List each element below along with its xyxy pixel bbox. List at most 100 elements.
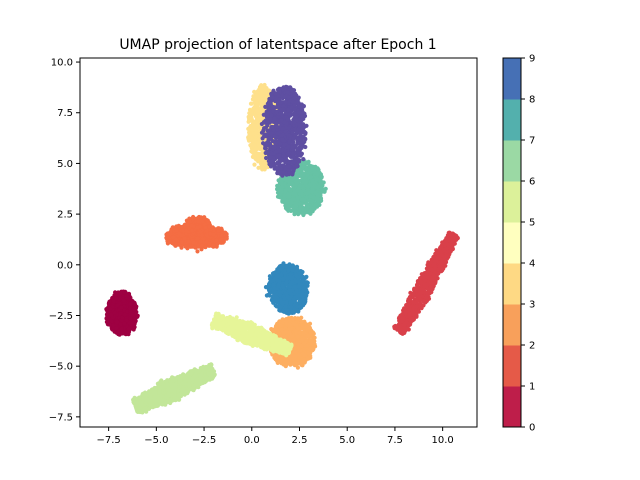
scatter-point bbox=[308, 334, 314, 339]
scatter-point bbox=[446, 238, 451, 243]
scatter-point bbox=[174, 228, 179, 233]
scatter-point bbox=[128, 316, 133, 321]
scatter-point bbox=[265, 335, 270, 340]
scatter-point bbox=[199, 243, 204, 248]
scatter-point bbox=[247, 107, 253, 112]
scatter-point bbox=[108, 306, 113, 311]
scatter-point bbox=[277, 319, 282, 324]
scatter-point bbox=[114, 319, 120, 325]
scatter-point bbox=[224, 236, 229, 241]
scatter-point bbox=[187, 219, 192, 224]
scatter-point bbox=[424, 294, 429, 299]
scatter-point bbox=[407, 312, 412, 317]
scatter-point bbox=[264, 86, 269, 91]
scatter-point bbox=[301, 330, 306, 336]
scatter-point bbox=[273, 357, 278, 362]
scatter-point bbox=[176, 223, 181, 228]
scatter-point bbox=[414, 288, 419, 293]
scatter-point bbox=[104, 312, 110, 317]
scatter-point bbox=[407, 307, 412, 312]
scatter-point bbox=[185, 246, 190, 251]
scatter-point bbox=[258, 99, 263, 104]
scatter-point bbox=[255, 89, 260, 94]
scatter-point bbox=[279, 327, 284, 332]
scatter-point bbox=[219, 233, 224, 238]
scatter-point bbox=[195, 249, 200, 254]
scatter-point bbox=[295, 334, 300, 339]
scatter-point bbox=[253, 98, 258, 103]
scatter-point bbox=[433, 281, 438, 286]
scatter-point bbox=[121, 298, 126, 303]
scatter-point bbox=[272, 328, 277, 333]
scatter-point bbox=[195, 236, 200, 241]
scatter-point bbox=[122, 312, 128, 317]
scatter-point bbox=[302, 357, 307, 362]
scatter-point bbox=[261, 162, 266, 167]
scatter-point bbox=[421, 275, 426, 280]
scatter-point bbox=[400, 316, 405, 321]
scatter-point bbox=[306, 325, 311, 330]
scatter-point bbox=[297, 331, 302, 336]
scatter-point bbox=[306, 350, 311, 356]
scatter-point bbox=[203, 225, 208, 230]
scatter-point bbox=[439, 253, 444, 258]
scatter-point bbox=[255, 94, 260, 99]
scatter-point bbox=[438, 263, 443, 268]
scatter-point bbox=[439, 245, 444, 250]
scatter-point bbox=[118, 322, 123, 327]
scatter-point bbox=[115, 303, 120, 308]
scatter-point bbox=[252, 138, 257, 143]
scatter-point bbox=[449, 232, 454, 237]
scatter-point bbox=[122, 321, 127, 326]
scatter-point bbox=[254, 119, 259, 124]
scatter-point bbox=[109, 312, 114, 317]
scatter-point bbox=[130, 320, 135, 326]
scatter-point bbox=[296, 326, 301, 331]
scatter-point bbox=[260, 95, 265, 100]
scatter-point bbox=[407, 295, 412, 300]
scatter-point bbox=[104, 307, 109, 312]
scatter-point bbox=[259, 157, 264, 162]
scatter-point bbox=[245, 333, 250, 338]
scatter-point bbox=[309, 330, 314, 335]
scatter-point bbox=[111, 298, 116, 304]
scatter-point bbox=[206, 220, 211, 225]
scatter-point bbox=[430, 284, 435, 289]
scatter-point bbox=[440, 241, 445, 246]
scatter-point bbox=[256, 140, 261, 145]
scatter-point bbox=[211, 243, 216, 248]
scatter-point bbox=[252, 342, 257, 347]
scatter-point bbox=[250, 121, 256, 127]
scatter-point bbox=[284, 319, 289, 324]
scatter-point bbox=[214, 238, 219, 243]
scatter-point bbox=[255, 124, 260, 129]
scatter-point bbox=[208, 231, 213, 236]
scatter-points bbox=[104, 82, 460, 415]
scatter-point bbox=[132, 325, 137, 330]
scatter-point bbox=[233, 320, 238, 325]
scatter-point bbox=[306, 356, 311, 361]
scatter-point bbox=[450, 246, 455, 251]
scatter-point bbox=[402, 322, 407, 327]
scatter-point bbox=[234, 315, 239, 320]
scatter-point bbox=[119, 305, 124, 310]
scatter-point bbox=[410, 291, 415, 297]
scatter-point bbox=[447, 249, 452, 254]
scatter-point bbox=[120, 315, 125, 320]
scatter-point bbox=[177, 231, 182, 236]
scatter-point bbox=[120, 331, 125, 336]
scatter-point bbox=[414, 314, 419, 319]
scatter-point bbox=[424, 284, 429, 289]
scatter-point bbox=[280, 333, 285, 338]
scatter-point bbox=[402, 306, 407, 311]
scatter-point bbox=[419, 306, 424, 311]
scatter-point bbox=[421, 299, 426, 304]
scatter-point bbox=[112, 310, 117, 315]
scatter-point bbox=[394, 324, 399, 329]
scatter-point bbox=[402, 311, 408, 316]
scatter-point bbox=[414, 293, 419, 298]
scatter-point bbox=[432, 259, 437, 264]
scatter-point bbox=[411, 306, 416, 311]
scatter-point bbox=[124, 318, 129, 323]
